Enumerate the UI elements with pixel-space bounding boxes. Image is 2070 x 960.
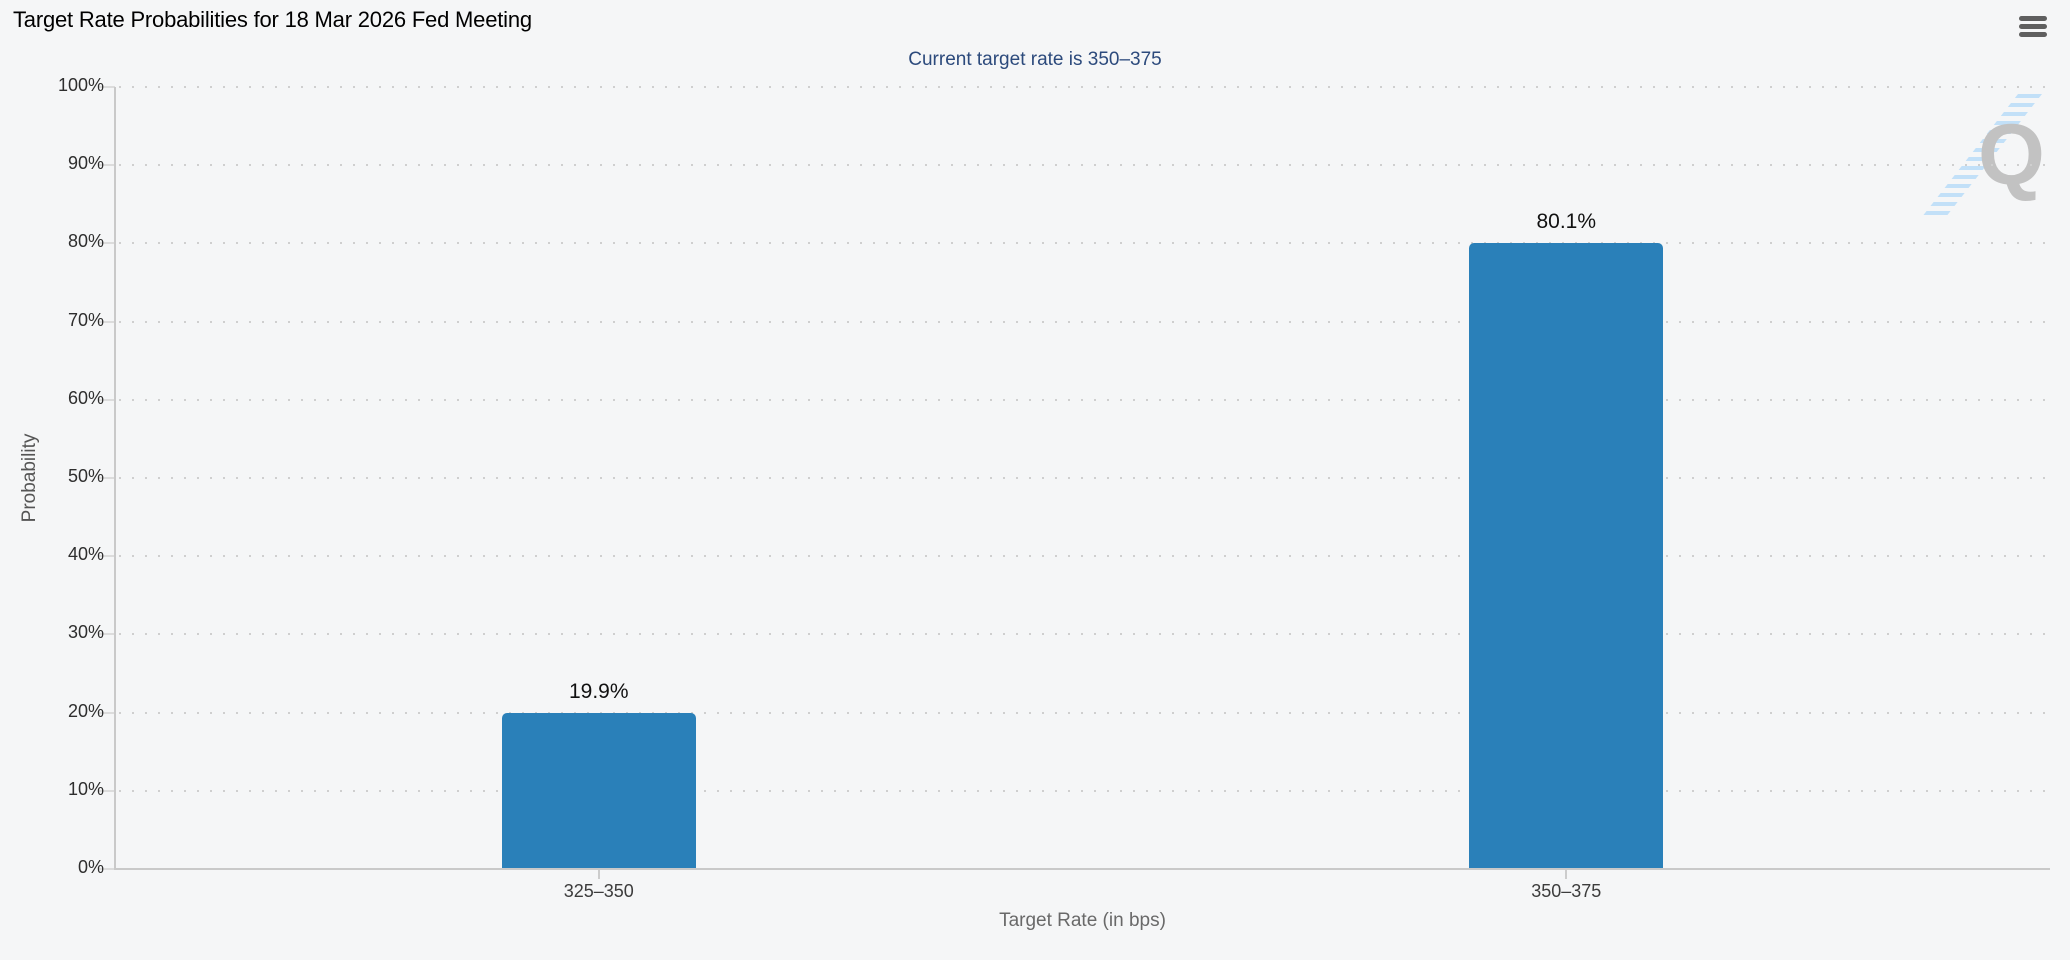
y-tick-mark	[99, 398, 115, 401]
y-tick-mark	[99, 633, 115, 636]
x-tick-label: 350–375	[1531, 881, 1602, 901]
y-tick-mark	[99, 320, 115, 323]
x-axis-title: Target Rate (in bps)	[999, 910, 1166, 931]
x-tick-mark	[1565, 870, 1568, 879]
y-gridline	[119, 242, 2050, 245]
y-tick-mark	[99, 164, 115, 167]
y-gridline	[119, 555, 2050, 558]
hamburger-menu-icon[interactable]	[2019, 16, 2047, 40]
bar-value-label: 19.9%	[568, 680, 629, 704]
y-tick-mark	[99, 789, 115, 792]
y-tick-label: 100%	[57, 75, 104, 95]
y-tick-label: 20%	[67, 700, 104, 721]
y-tick-mark	[99, 86, 115, 88]
probability-bar[interactable]	[501, 713, 696, 869]
y-tick-label: 90%	[67, 153, 104, 174]
hamburger-bar	[2019, 16, 2047, 21]
hamburger-bar	[2019, 32, 2047, 37]
y-axis-line	[114, 87, 116, 870]
y-gridline	[119, 86, 2050, 88]
x-axis-line	[114, 868, 2050, 870]
y-tick-label: 10%	[67, 778, 104, 799]
y-gridline	[119, 398, 2050, 401]
probability-bar[interactable]	[1469, 242, 1664, 869]
y-tick-label: 80%	[67, 231, 104, 252]
y-tick-label: 30%	[67, 622, 104, 643]
y-tick-mark	[99, 555, 115, 558]
chart-subtitle: Current target rate is 350–375	[908, 49, 1162, 70]
y-tick-mark	[99, 477, 115, 479]
watermark-q-logo: Q	[1978, 107, 2045, 203]
x-tick-label: 325–350	[563, 881, 634, 901]
x-tick-mark	[597, 870, 600, 879]
chart-title: Target Rate Probabilities for 18 Mar 202…	[13, 7, 532, 32]
y-tick-mark	[99, 711, 115, 714]
y-gridline	[119, 711, 2050, 714]
y-tick-label: 0%	[77, 857, 104, 877]
y-tick-label: 60%	[67, 387, 104, 408]
bar-value-label: 80.1%	[1536, 209, 1597, 233]
y-gridline	[119, 477, 2050, 479]
y-tick-label: 40%	[67, 544, 104, 565]
y-gridline	[119, 633, 2050, 636]
quikstrike-watermark: Q	[1922, 88, 2060, 238]
hamburger-bar	[2019, 24, 2047, 29]
y-tick-label: 70%	[67, 309, 104, 330]
y-tick-mark	[99, 242, 115, 245]
y-gridline	[119, 320, 2050, 323]
y-gridline	[119, 164, 2050, 167]
y-gridline	[119, 789, 2050, 792]
y-tick-mark	[99, 868, 115, 870]
y-tick-label: 50%	[67, 466, 104, 486]
